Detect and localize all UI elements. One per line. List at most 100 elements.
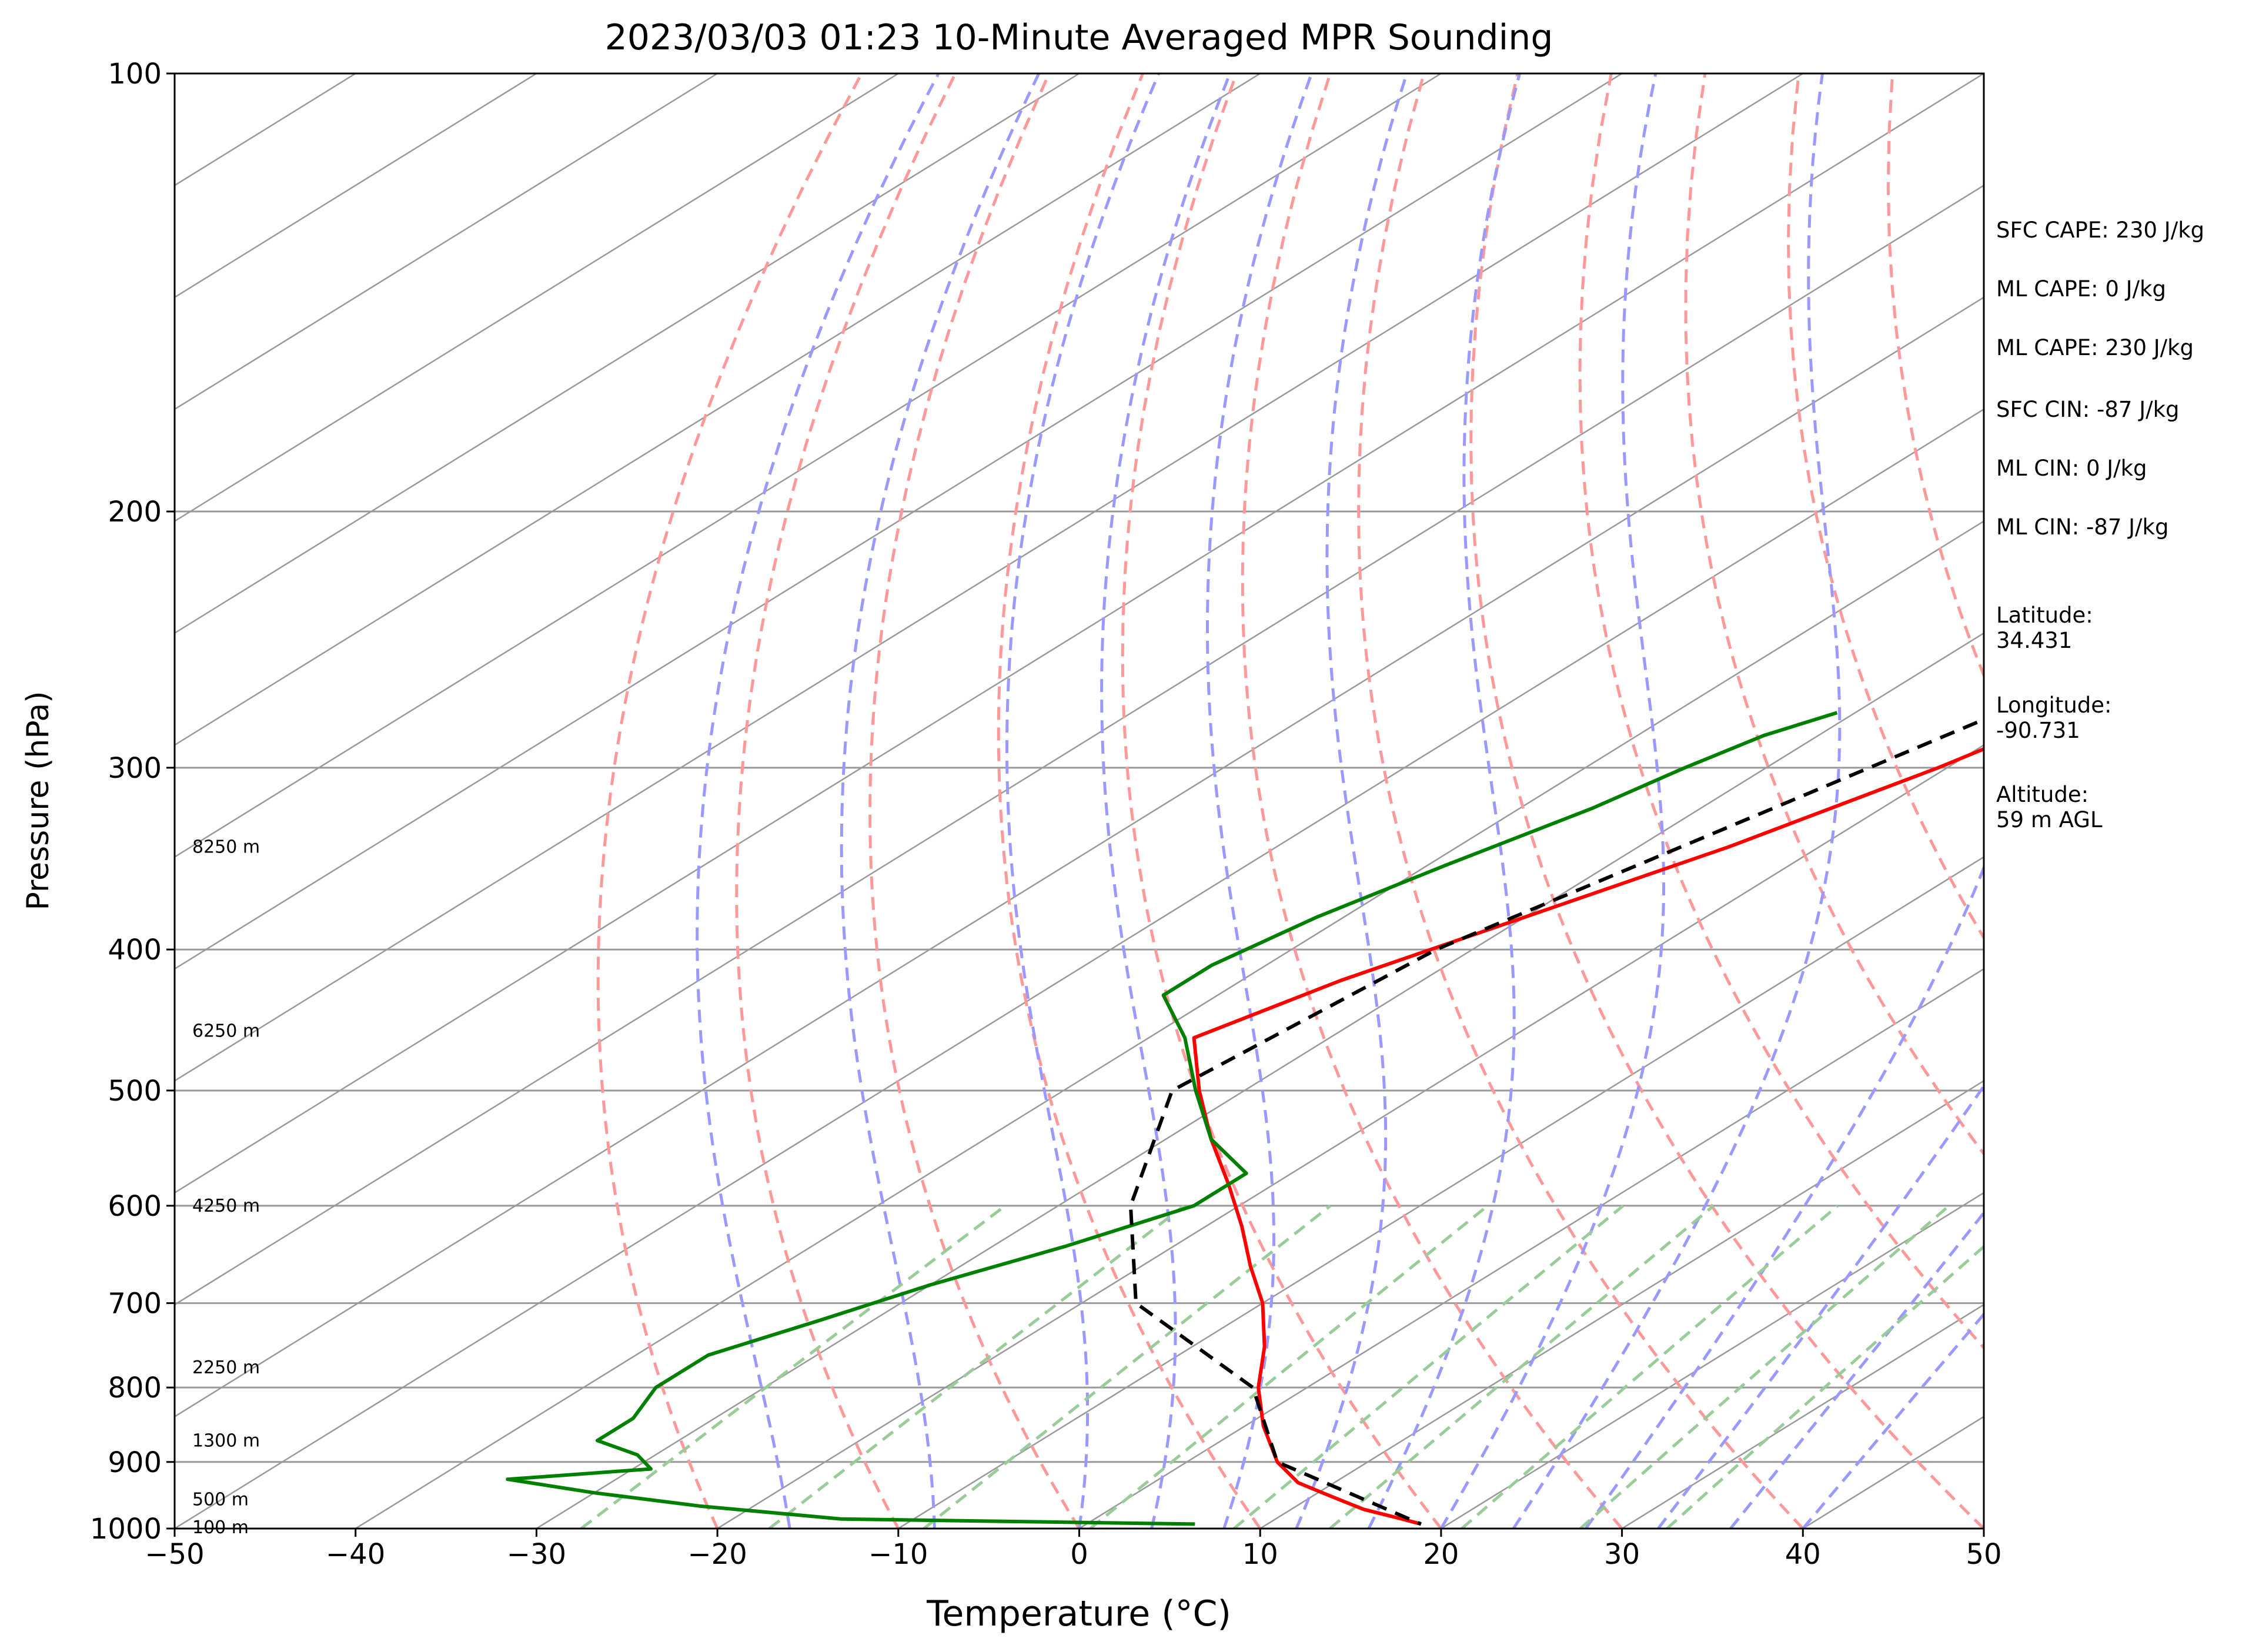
mixing-ratio-line	[1232, 1204, 1625, 1529]
background-lines	[175, 73, 2259, 1529]
latitude-value: 34.431	[1996, 628, 2073, 653]
dry-adiabat-line	[596, 73, 863, 1529]
dry-adiabat-line	[2174, 73, 2259, 1529]
x-tick-label: 10	[1242, 1538, 1278, 1571]
y-tick-label: 200	[108, 496, 162, 529]
x-tick-label: −20	[687, 1538, 747, 1571]
longitude-value: -90.731	[1996, 718, 2080, 743]
moist-adiabat-line	[1205, 73, 1314, 1529]
x-tick-label: 20	[1423, 1538, 1459, 1571]
moist-adiabat-line	[1439, 73, 1666, 1529]
moist-adiabat-line	[1005, 73, 1161, 1529]
x-tick-label: −10	[868, 1538, 928, 1571]
altitude-label: Altitude:	[1996, 782, 2089, 807]
moist-adiabat-line	[1657, 1084, 1984, 1529]
dry-adiabat-line	[735, 73, 957, 1529]
y-tick-label: 800	[108, 1372, 162, 1404]
height-label: 500 m	[192, 1490, 249, 1510]
dry-adiabat-line	[1786, 73, 1984, 941]
x-tick-label: 0	[1070, 1538, 1088, 1571]
x-tick-label: −40	[326, 1538, 385, 1571]
height-label: 8250 m	[192, 837, 260, 857]
moist-adiabat-line	[1295, 73, 1408, 1529]
altitude-value: 59 m AGL	[1996, 807, 2103, 832]
height-label: 6250 m	[192, 1021, 260, 1042]
isotherm-line	[175, 73, 718, 410]
sounding-lines	[506, 711, 1984, 1526]
isotherm-line	[175, 73, 1442, 858]
y-tick-label: 500	[108, 1075, 162, 1108]
moist-adiabat-line	[1729, 1210, 1984, 1529]
mixing-ratio-line	[1329, 1204, 1715, 1529]
height-label: 100 m	[192, 1517, 249, 1538]
y-tick-label: 600	[108, 1190, 162, 1223]
moist-adiabat-line	[1585, 864, 1984, 1529]
isotherm-line	[175, 73, 1984, 1194]
height-label: 2250 m	[192, 1357, 260, 1378]
dry-adiabat-line	[1469, 73, 1984, 1529]
chart-title: 2023/03/03 01:23 10-Minute Averaged MPR …	[605, 17, 1553, 58]
isotherm-line	[1441, 1192, 1984, 1529]
axis-ticks: −50 −40 −30 −20 −10 0 10 20 30 40 50 100 200 300 400 50…	[90, 58, 2002, 1571]
mixing-ratio-line	[1579, 1205, 1950, 1529]
latitude-label: Latitude:	[1996, 603, 2093, 628]
moist-adiabat-line	[696, 73, 940, 1529]
isotherm-line	[175, 73, 1803, 1082]
y-tick-label: 400	[108, 934, 162, 967]
mixing-ratio-line	[580, 1204, 1007, 1529]
x-tick-label: −30	[507, 1538, 566, 1571]
y-tick-label: 100	[108, 58, 162, 91]
isotherm-line	[355, 520, 1984, 1529]
x-tick-label: 30	[1604, 1538, 1640, 1571]
x-axis-label: Temperature (°C)	[926, 1593, 1231, 1634]
height-labels: 8250 m 6250 m 4250 m 2250 m 1300 m 500 m 100 m	[192, 837, 260, 1537]
dry-adiabat-line	[1241, 73, 1623, 1529]
ml-cin-text: ML CIN: 0 J/kg	[1996, 456, 2147, 481]
y-tick-label: 300	[108, 752, 162, 785]
isotherm-line	[175, 73, 537, 299]
height-label: 4250 m	[192, 1196, 260, 1216]
y-tick-label: 1000	[90, 1513, 162, 1546]
dry-adiabat-line	[997, 73, 1262, 1529]
isotherm-line	[175, 408, 1984, 1529]
series-line-1	[506, 711, 1838, 1526]
x-tick-label: 50	[1966, 1538, 2001, 1571]
dry-adiabat-line	[868, 73, 1081, 1529]
isotherm-line	[1259, 1079, 1984, 1529]
isotherm-line	[175, 296, 1984, 1418]
isotherm-line	[898, 856, 1984, 1529]
y-tick-label: 700	[108, 1288, 162, 1320]
y-tick-label: 900	[108, 1446, 162, 1479]
mixing-ratio-line	[1461, 1204, 1839, 1529]
ml-cape-text: ML CAPE: 0 J/kg	[1996, 276, 2166, 302]
dry-adiabat-line	[1578, 73, 1984, 1350]
ml-cape-text-2: ML CAPE: 230 J/kg	[1996, 335, 2194, 360]
isotherm-line	[175, 73, 1623, 970]
isotherm-line	[175, 184, 1984, 1306]
moist-adiabat-line	[840, 73, 1041, 1529]
moist-adiabat-line	[1512, 73, 1842, 1529]
dry-adiabat-line	[1357, 73, 1804, 1529]
moist-adiabat-line	[1100, 73, 1232, 1529]
series-line-0	[1192, 747, 1984, 1526]
isotherm-line	[1078, 968, 1984, 1529]
moist-adiabat-line	[1802, 1312, 1984, 1529]
moist-adiabat-line	[1367, 73, 1522, 1529]
isotherm-line	[717, 744, 1984, 1529]
dry-adiabat-line	[1121, 73, 1442, 1529]
sfc-cape-text: SFC CAPE: 230 J/kg	[1996, 218, 2205, 243]
mixing-ratio-line	[1666, 1245, 1984, 1529]
mixing-ratio-line	[768, 1204, 1185, 1529]
dry-adiabat-line	[1886, 73, 1984, 680]
mixing-ratio-line	[923, 1204, 1332, 1529]
longitude-label: Longitude:	[1996, 693, 2112, 718]
mixing-ratio-line	[1089, 1204, 1489, 1529]
y-axis-label: Pressure (hPa)	[21, 691, 56, 911]
x-tick-label: 40	[1785, 1538, 1821, 1571]
x-tick-label: −50	[145, 1538, 204, 1571]
sfc-cin-text: SFC CIN: -87 J/kg	[1996, 397, 2180, 422]
isotherm-line	[175, 73, 1261, 746]
height-label: 1300 m	[192, 1430, 260, 1451]
ml-cin-text-2: ML CIN: -87 J/kg	[1996, 514, 2169, 540]
